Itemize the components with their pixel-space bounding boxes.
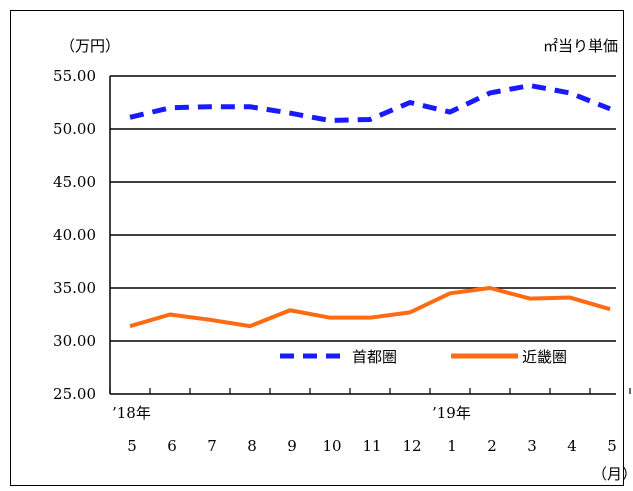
- y-unit-label: （万円）: [60, 37, 120, 55]
- y-tick-label: 30.00: [53, 332, 96, 350]
- x-tick-label: 3: [527, 437, 537, 455]
- y-tick-label: 35.00: [53, 279, 96, 297]
- x-tick-label: 11: [362, 437, 381, 455]
- y-tick-label: 25.00: [53, 385, 96, 403]
- y-tick-label: 45.00: [53, 173, 96, 191]
- x-tick-label: 6: [167, 437, 177, 455]
- series-line-shutoken: [129, 83, 611, 124]
- x-tick-label: 5: [607, 437, 617, 455]
- x-unit-label: （月）: [592, 465, 633, 483]
- x-tick-label: 12: [402, 437, 421, 455]
- y-tick-label: 40.00: [53, 226, 96, 244]
- y-tick-label: 55.00: [53, 67, 96, 85]
- x-tick-label: 7: [207, 437, 217, 455]
- x-tick-label: 5: [127, 437, 137, 455]
- year-label: ’19年: [432, 404, 471, 422]
- year-label: ’18年: [112, 404, 151, 422]
- x-tick-label: 1: [447, 437, 457, 455]
- x-tick-label: 9: [287, 437, 297, 455]
- legend-label: 近畿圏: [522, 348, 567, 366]
- legend-label: 首都圏: [352, 348, 397, 366]
- x-tick-label: 10: [322, 437, 341, 455]
- y-tick-label: 50.00: [53, 120, 96, 138]
- chart-subtitle: ㎡当り単価: [543, 37, 618, 55]
- chart-frame: [10, 10, 624, 486]
- x-tick-label: 8: [247, 437, 257, 455]
- series-line-kinki: [129, 286, 611, 329]
- x-tick-label: 2: [487, 437, 497, 455]
- x-tick-label: 4: [567, 437, 577, 455]
